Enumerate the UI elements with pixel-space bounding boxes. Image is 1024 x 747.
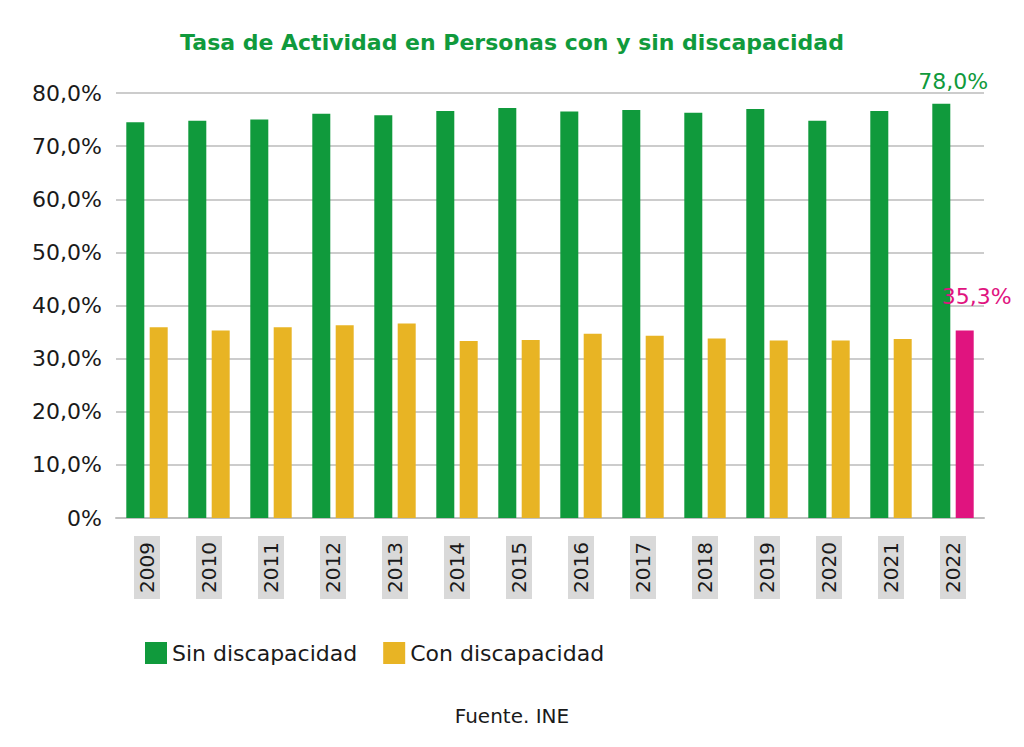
svg-text:10,0%: 10,0%	[32, 452, 102, 477]
svg-text:2017: 2017	[631, 542, 655, 593]
svg-text:20,0%: 20,0%	[32, 399, 102, 424]
svg-text:2021: 2021	[879, 542, 903, 593]
svg-text:Fuente. INE: Fuente. INE	[455, 704, 569, 728]
svg-text:0%: 0%	[67, 506, 102, 531]
svg-text:2011: 2011	[259, 542, 283, 593]
svg-text:Con discapacidad: Con discapacidad	[410, 641, 604, 666]
svg-text:78,0%: 78,0%	[918, 69, 988, 94]
svg-text:2015: 2015	[507, 542, 531, 593]
svg-text:40,0%: 40,0%	[32, 293, 102, 318]
svg-text:60,0%: 60,0%	[32, 187, 102, 212]
svg-text:2013: 2013	[383, 542, 407, 593]
svg-text:2022: 2022	[941, 542, 965, 593]
svg-text:35,3%: 35,3%	[942, 284, 1012, 309]
svg-text:2018: 2018	[693, 542, 717, 593]
svg-text:70,0%: 70,0%	[32, 134, 102, 159]
svg-text:50,0%: 50,0%	[32, 240, 102, 265]
svg-text:80,0%: 80,0%	[32, 81, 102, 106]
svg-text:2012: 2012	[321, 542, 345, 593]
svg-text:2010: 2010	[197, 542, 221, 593]
svg-text:2014: 2014	[445, 542, 469, 593]
svg-text:Sin discapacidad: Sin discapacidad	[172, 641, 357, 666]
svg-text:Tasa de Actividad en Personas: Tasa de Actividad en Personas con y sin …	[180, 30, 844, 55]
svg-text:2019: 2019	[755, 542, 779, 593]
svg-text:30,0%: 30,0%	[32, 346, 102, 371]
svg-text:2009: 2009	[135, 542, 159, 593]
svg-text:2020: 2020	[817, 542, 841, 593]
svg-text:2016: 2016	[569, 542, 593, 593]
